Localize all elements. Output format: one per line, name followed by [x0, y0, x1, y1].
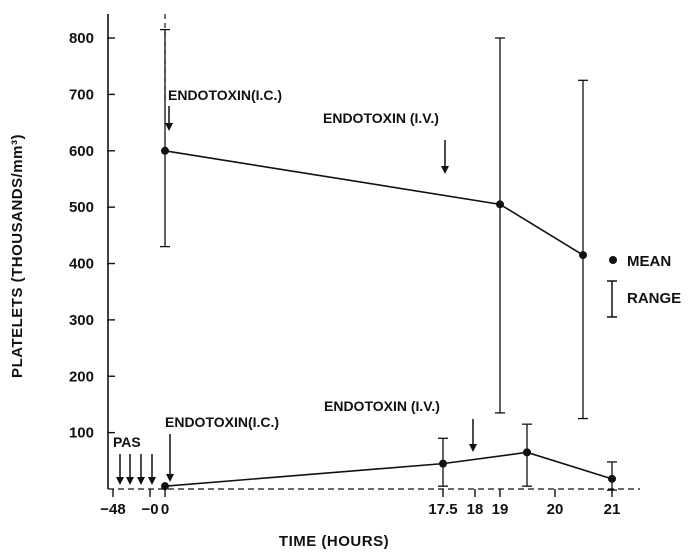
lower-ic-arrow-head	[166, 474, 174, 482]
annotations: ENDOTOXIN(I.C.) ENDOTOXIN (I.V.) ENDOTOXIN…	[113, 87, 477, 485]
lower-ic-label: ENDOTOXIN(I.C.)	[165, 414, 279, 430]
mean-point	[496, 200, 504, 209]
legend-mean-marker	[609, 256, 617, 264]
x-tick-label: 19	[492, 501, 509, 518]
lower-iv-arrow-head	[469, 444, 477, 452]
y-tick-label: 300	[69, 312, 94, 329]
series-line	[164, 149, 584, 256]
x-tick-label: 17.5	[428, 501, 457, 518]
pas-arrow-2-head	[126, 477, 134, 485]
pas-arrow-4-head	[148, 477, 156, 485]
series-line	[164, 451, 613, 487]
mean-point	[608, 474, 616, 483]
legend-range-label: RANGE	[627, 290, 681, 307]
upper-ic-label: ENDOTOXIN(I.C.)	[168, 87, 282, 103]
pas-arrow-3-head	[137, 477, 145, 485]
axes	[107, 14, 640, 490]
upper-iv-label: ENDOTOXIN (I.V.)	[323, 110, 439, 126]
pas-label: PAS	[113, 434, 141, 450]
x-tick-label: −48	[100, 501, 125, 518]
data-series	[160, 28, 617, 491]
mean-point	[523, 448, 531, 457]
x-axis-title: TIME (HOURS)	[279, 533, 389, 550]
y-tick-labels: 800 700 600 500 400 300 200 100	[69, 30, 94, 442]
x-tick-label: −0	[141, 501, 158, 518]
pas-arrow-1-head	[116, 477, 124, 485]
x-tick-label: 0	[161, 501, 169, 518]
mean-point	[161, 482, 169, 491]
y-tick-label: 800	[69, 30, 94, 47]
legend: MEAN RANGE	[607, 253, 681, 318]
y-tick-label: 200	[69, 368, 94, 385]
upper-iv-arrow-head	[441, 166, 449, 174]
legend-range-marker	[607, 280, 617, 318]
y-tick-label: 400	[69, 256, 94, 273]
mean-point	[439, 459, 447, 468]
mean-point	[161, 146, 169, 155]
legend-mean-label: MEAN	[627, 253, 671, 270]
x-tick-label: 21	[604, 501, 621, 518]
x-tick-label: 18	[467, 501, 484, 518]
upper-ic-arrow-head	[165, 123, 173, 131]
x-tick-label: 20	[547, 501, 564, 518]
mean-point	[579, 251, 587, 260]
y-tick-label: 500	[69, 199, 94, 216]
lower-iv-label: ENDOTOXIN (I.V.)	[324, 398, 440, 414]
y-tick-label: 100	[69, 425, 94, 442]
tick-marks	[107, 37, 613, 497]
y-tick-label: 700	[69, 86, 94, 103]
y-axis-title: PLATELETS (THOUSANDS/mm³)	[9, 134, 26, 378]
x-tick-labels: −48 −0 0 17.5 18 19 20 21	[100, 501, 620, 518]
y-tick-label: 600	[69, 143, 94, 160]
